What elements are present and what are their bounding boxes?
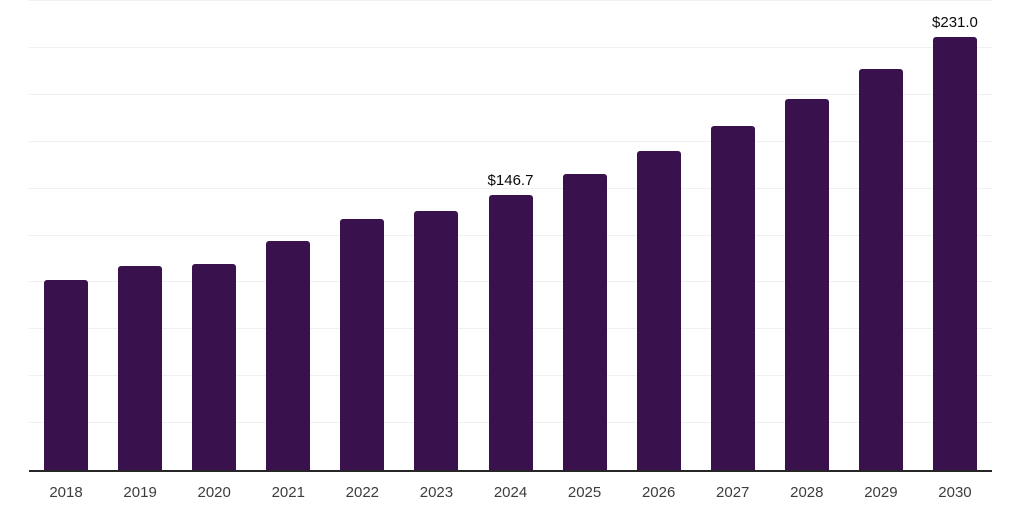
x-axis-tick-label: 2027	[716, 484, 750, 501]
x-axis-tick-label: 2024	[493, 484, 528, 501]
x-axis-tick-label: 2022	[345, 484, 380, 501]
x-axis-tick-label: 2019	[123, 484, 157, 501]
bar-2028	[784, 99, 829, 470]
bar-2024	[488, 194, 533, 470]
x-axis-tick-label: 2028	[790, 484, 824, 501]
x-axis-tick-label: 2020	[197, 484, 231, 501]
x-axis-tick-label: 2021	[271, 484, 305, 501]
bar-2019	[118, 266, 163, 470]
bar-2020	[192, 263, 237, 470]
bar-2029	[858, 68, 903, 470]
gridline	[29, 187, 992, 189]
bar-2030	[932, 36, 977, 470]
bar-2021	[266, 240, 311, 470]
gridline	[29, 0, 992, 1]
x-axis-tick-label: 2029	[864, 484, 898, 501]
x-axis-line	[29, 470, 992, 472]
x-axis-tick-label: 2025	[567, 484, 602, 501]
gridline	[29, 46, 992, 48]
plot-area: $146.7 $231.0	[29, 0, 992, 472]
bar-2022	[340, 218, 385, 470]
bar-2018	[44, 279, 89, 470]
bar-2023	[414, 211, 459, 470]
x-axis-tick-label: 2030	[938, 484, 972, 501]
bar-value-label: $146.7	[487, 171, 534, 189]
gridline	[29, 93, 992, 95]
bar-2026	[636, 151, 681, 470]
bar-value-label: $231.0	[932, 13, 978, 31]
x-axis-tick-label: 2023	[419, 484, 454, 501]
gridline	[29, 140, 992, 142]
x-axis-tick-label: 2026	[641, 484, 676, 501]
x-axis-tick-label: 2018	[49, 484, 83, 501]
bar-2025	[562, 173, 607, 470]
bar-2027	[710, 126, 755, 470]
